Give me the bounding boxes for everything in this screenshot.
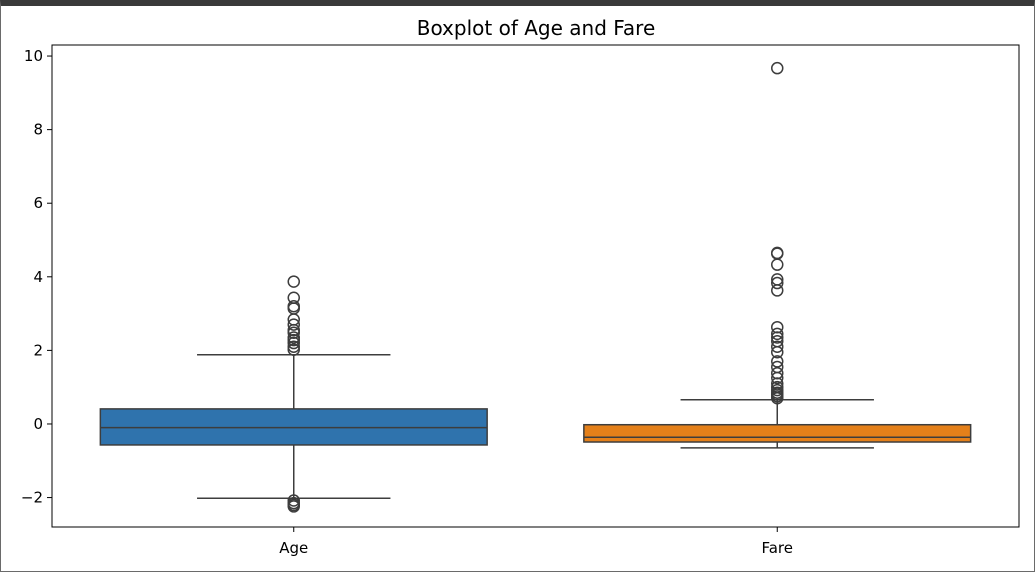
plot-area-frame bbox=[51, 44, 1020, 528]
outlier-point bbox=[287, 343, 300, 356]
outlier-point bbox=[771, 331, 784, 344]
y-tick-label: 10 bbox=[24, 47, 43, 65]
outlier-point bbox=[771, 391, 784, 405]
outlier-point bbox=[287, 336, 300, 350]
outlier-point bbox=[771, 284, 784, 297]
box-age bbox=[99, 275, 488, 513]
y-tick-label: 2 bbox=[33, 341, 43, 359]
outlier-point bbox=[771, 345, 784, 359]
y-tick-label: 8 bbox=[33, 121, 43, 139]
box-fare bbox=[583, 61, 972, 449]
outlier-point bbox=[287, 500, 300, 513]
outlier-point bbox=[771, 371, 784, 385]
outlier-point bbox=[771, 327, 784, 341]
outlier-point bbox=[287, 318, 300, 331]
y-tick-label: 4 bbox=[33, 268, 43, 286]
outlier-point bbox=[287, 275, 300, 288]
outlier-point bbox=[771, 320, 784, 334]
y-tick-label: −2 bbox=[21, 489, 43, 507]
x-tick-label: Fare bbox=[761, 539, 793, 557]
outlier-point bbox=[771, 247, 784, 260]
box-series bbox=[99, 61, 972, 513]
outlier-point bbox=[771, 258, 784, 271]
iqr-box bbox=[583, 423, 972, 443]
chart-title: Boxplot of Age and Fare bbox=[417, 16, 656, 40]
y-tick-label: 0 bbox=[33, 415, 43, 433]
outlier-point bbox=[771, 340, 784, 353]
outlier-point bbox=[771, 355, 784, 368]
y-tick-label: 6 bbox=[33, 194, 43, 212]
outlier-point bbox=[771, 61, 784, 75]
y-axis: 10 8 6 4 2 0 −2 bbox=[21, 47, 52, 507]
outlier-point bbox=[771, 276, 784, 290]
x-tick-label: Age bbox=[279, 539, 308, 557]
x-axis: Age Fare bbox=[279, 527, 793, 557]
